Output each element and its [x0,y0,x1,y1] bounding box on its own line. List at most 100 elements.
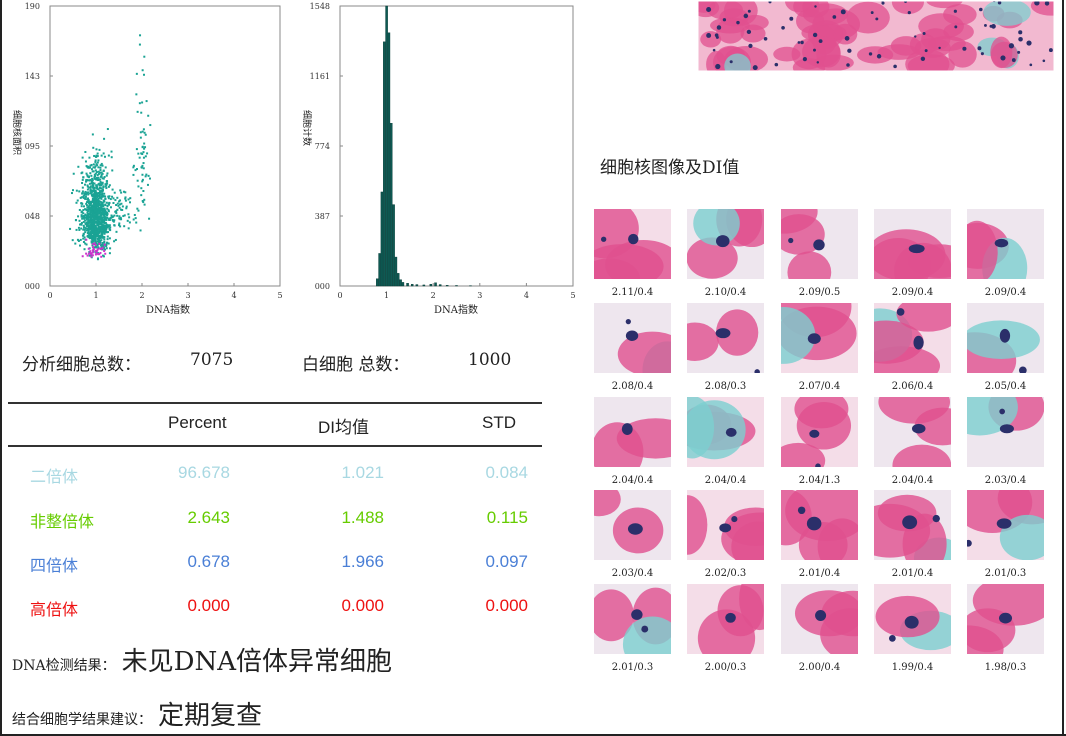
scatter-point [115,211,118,214]
scatter-point [145,173,148,176]
scatter-point [110,156,113,159]
strip-nucleus [706,32,712,38]
histogram-y-tick-label: 1161 [310,72,330,81]
cell-image [687,397,764,467]
cell-cytoplasm [798,522,848,560]
cell-image-tile[interactable] [687,209,764,279]
table-cell-std: 0.000 [485,596,528,615]
scatter-point [102,245,105,248]
cell-image-tile[interactable] [687,490,764,560]
cell-image-tile[interactable] [594,490,671,560]
scatter-point [80,223,83,226]
cell-image-tile[interactable] [687,303,764,373]
histogram-bar [378,253,381,287]
cell-image-tile[interactable] [874,490,951,560]
scatter-point [106,182,109,185]
scatter-point [85,165,88,168]
cell-di-caption: 2.01/0.3 [611,662,654,673]
histogram-bar [387,32,391,287]
strip-nucleus [962,46,967,51]
cell-di-caption: 2.10/0.4 [704,287,747,298]
scatter-point [118,215,121,218]
scatter-point [106,128,109,131]
scatter-point [93,242,96,245]
scatter-point [111,169,114,172]
cell-image-tile[interactable] [781,490,858,560]
cell-image-tile[interactable] [781,303,858,373]
scatter-point [144,155,147,158]
cell-image-tile[interactable] [967,584,1044,654]
scatter-point [119,225,122,228]
cell-image-tile[interactable] [874,584,951,654]
scatter-point [147,174,150,177]
cell-image-tile[interactable] [967,490,1044,560]
strip-nucleus [977,46,982,51]
scatter-point [116,214,119,217]
scatter-point [91,222,94,225]
scatter-point [98,178,101,181]
scatter-point [120,218,123,221]
scatter-point [109,247,112,250]
scatter-point [84,195,87,198]
scatter-point [92,170,95,173]
scatter-point [102,169,105,172]
cell-image-tile[interactable] [781,584,858,654]
scatter-point [99,248,102,251]
cell-nucleus [797,506,806,515]
histogram-bar [455,285,458,287]
histogram-bar [390,123,393,287]
cell-image-tile[interactable] [874,303,951,373]
strip-nucleus [991,24,996,29]
scatter-point [86,224,89,227]
scatter-point [95,148,98,151]
cell-image-tile[interactable] [781,209,858,279]
cell-image-tile[interactable] [594,209,671,279]
cell-image-tile[interactable] [594,584,671,654]
table-header-di-mean: DI均值 [318,418,369,437]
cell-image-tile[interactable] [874,209,951,279]
scatter-point [100,173,103,176]
cell-image [967,584,1044,654]
cell-image-tile[interactable] [687,397,764,467]
cell-di-caption: 2.00/0.3 [704,662,747,673]
strip-nucleus [816,61,820,64]
scatter-point [99,164,102,167]
scatter-point [82,212,85,215]
scatter-point [91,177,94,180]
scatter-point [137,185,140,188]
scatter-point [93,216,96,219]
cell-image-tile[interactable] [874,397,951,467]
scatter-point [86,198,89,201]
scatter-point [89,201,92,204]
scatter-point [93,230,96,233]
scatter-point [99,200,102,203]
histogram-bar [438,284,442,287]
cell-di-caption: 2.04/0.4 [611,475,654,486]
cell-image-tile[interactable] [687,584,764,654]
scatter-point [91,189,94,192]
scatter-point [106,212,109,215]
scatter-point [148,217,151,220]
cell-image-tile[interactable] [967,397,1044,467]
cell-image-tile[interactable] [594,397,671,467]
scatter-point [107,185,110,188]
scatter-point [82,237,85,240]
scatter-point [95,252,98,255]
cell-cytoplasm [999,514,1044,560]
scatter-point [102,224,105,227]
scatter-point [89,204,92,207]
frame-left-border [0,0,2,736]
scatter-point [103,231,106,234]
scatter-point [141,101,144,104]
scatter-point [100,205,103,208]
cell-image-tile[interactable] [967,209,1044,279]
scatter-point [140,111,143,114]
cell-nucleus [888,635,896,642]
scatter-point [95,200,98,203]
cell-image-tile[interactable] [594,303,671,373]
scatter-point [102,244,105,247]
histogram-bar [376,278,379,287]
cell-image-tile[interactable] [781,397,858,467]
cell-image-tile[interactable] [967,303,1044,373]
cell-nucleus [621,423,633,435]
